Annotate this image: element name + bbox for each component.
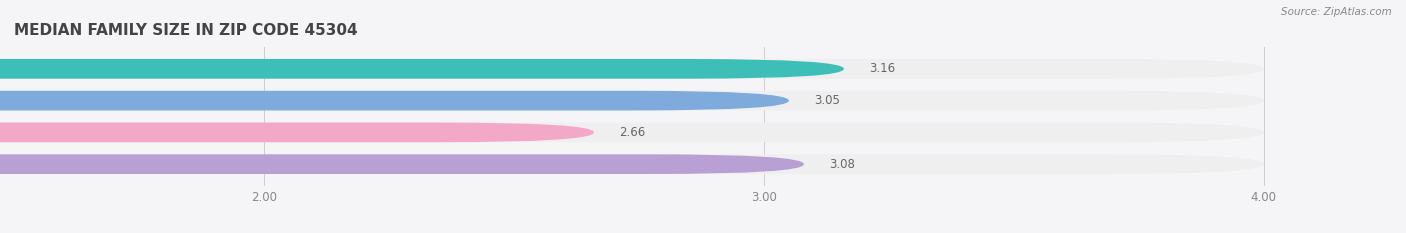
Text: 3.08: 3.08: [830, 158, 855, 171]
FancyBboxPatch shape: [0, 154, 1264, 174]
FancyBboxPatch shape: [0, 123, 1264, 142]
Text: Source: ZipAtlas.com: Source: ZipAtlas.com: [1281, 7, 1392, 17]
Text: 3.16: 3.16: [869, 62, 896, 75]
FancyBboxPatch shape: [0, 59, 1264, 79]
Text: 3.05: 3.05: [814, 94, 839, 107]
Text: MEDIAN FAMILY SIZE IN ZIP CODE 45304: MEDIAN FAMILY SIZE IN ZIP CODE 45304: [14, 24, 357, 38]
FancyBboxPatch shape: [0, 154, 804, 174]
FancyBboxPatch shape: [0, 91, 789, 110]
FancyBboxPatch shape: [0, 123, 593, 142]
Text: 2.66: 2.66: [619, 126, 645, 139]
FancyBboxPatch shape: [0, 91, 1264, 110]
FancyBboxPatch shape: [0, 59, 844, 79]
